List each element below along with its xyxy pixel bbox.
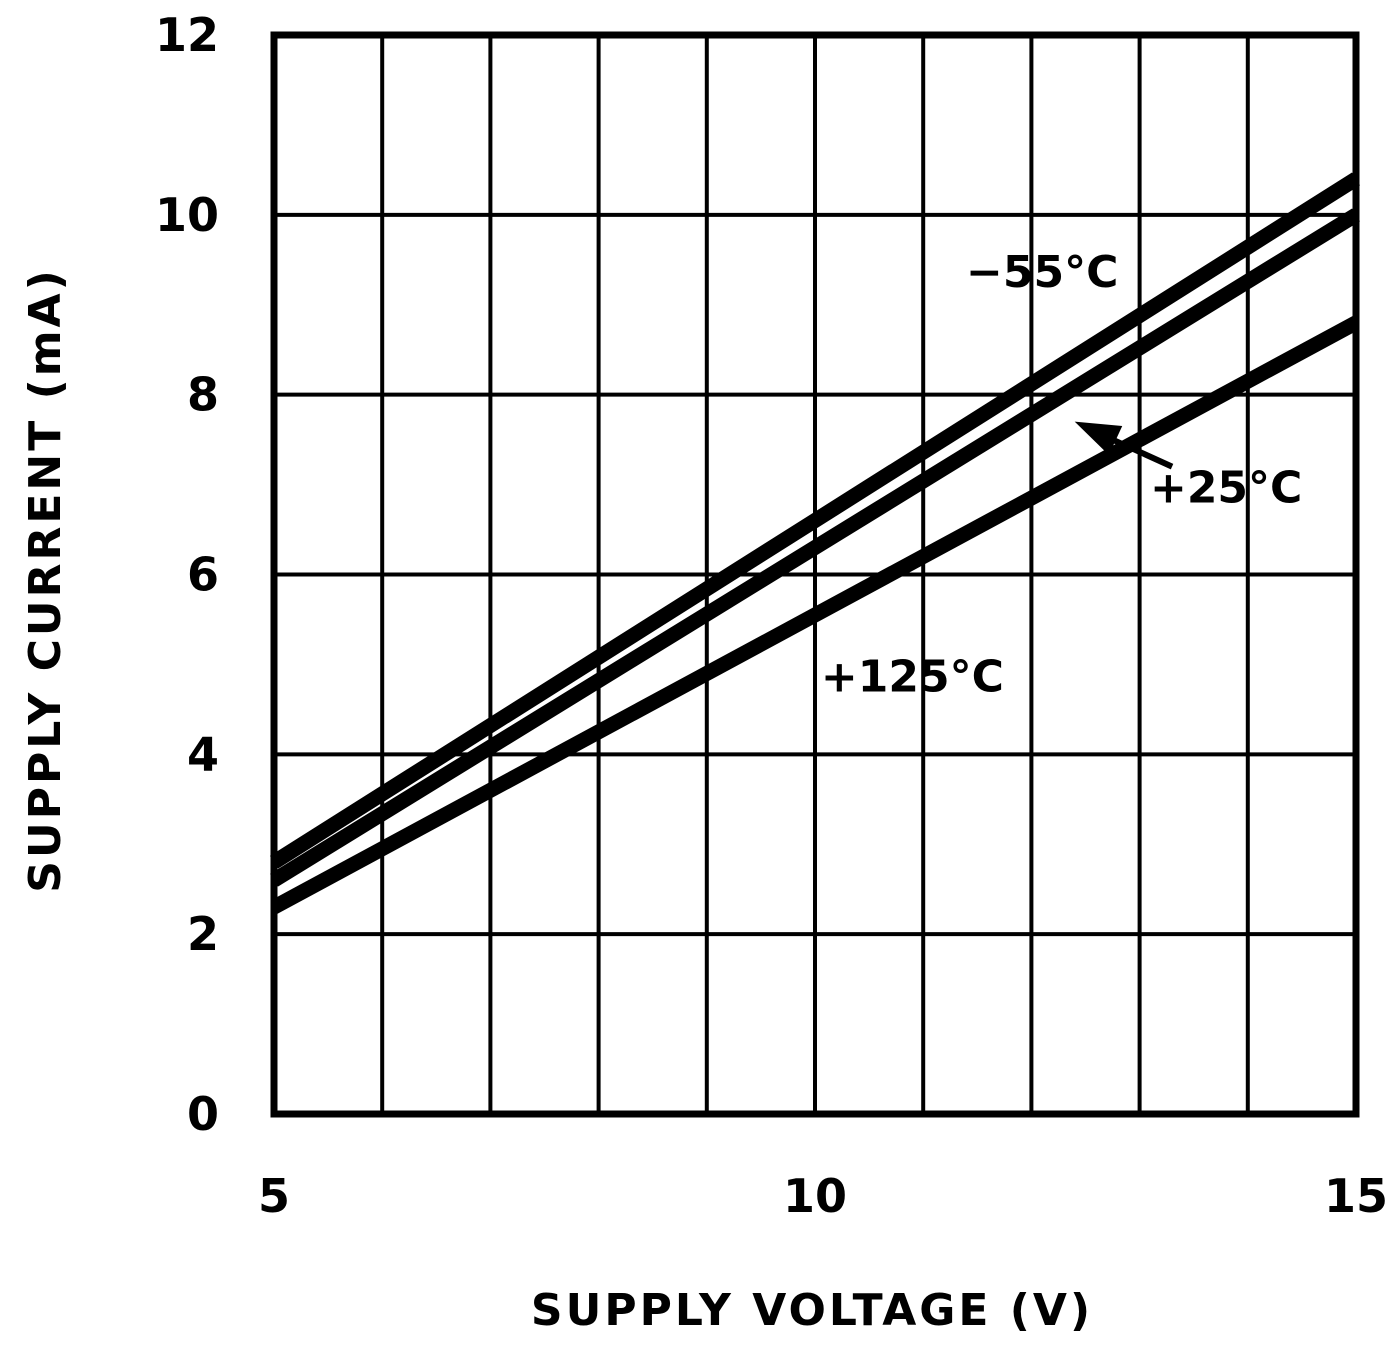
series-line-2 bbox=[270, 316, 1360, 914]
annotation-label-0: −55°C bbox=[966, 247, 1118, 298]
annotation-label-2: +125°C bbox=[821, 651, 1004, 702]
tick-labels: 0 2 4 6 8 10 12 5 10 15 bbox=[155, 8, 1388, 1223]
y-tick-label: 12 bbox=[155, 8, 219, 62]
x-tick-label: 15 bbox=[1324, 1169, 1388, 1223]
y-axis-label: SUPPLY CURRENT (mA) bbox=[20, 267, 71, 892]
x-tick-label: 10 bbox=[783, 1169, 847, 1223]
series-lines bbox=[269, 172, 1361, 914]
x-tick-label: 5 bbox=[258, 1169, 290, 1223]
annotation-label-1: +25°C bbox=[1150, 463, 1302, 514]
x-axis-label: SUPPLY VOLTAGE (V) bbox=[531, 1285, 1093, 1336]
series-line-0 bbox=[269, 172, 1361, 869]
y-tick-label: 2 bbox=[187, 907, 219, 961]
y-tick-label: 10 bbox=[155, 188, 219, 242]
series-line-1 bbox=[270, 208, 1360, 887]
y-tick-label: 0 bbox=[187, 1087, 219, 1141]
annotations: −55°C +25°C +125°C bbox=[821, 247, 1302, 703]
plot-frame bbox=[270, 31, 1360, 1118]
y-tick-label: 4 bbox=[187, 727, 219, 781]
y-tick-label: 6 bbox=[187, 548, 219, 602]
y-tick-label: 8 bbox=[187, 368, 219, 422]
grid bbox=[270, 31, 1360, 1118]
annotation-arrow-head bbox=[1074, 421, 1123, 456]
